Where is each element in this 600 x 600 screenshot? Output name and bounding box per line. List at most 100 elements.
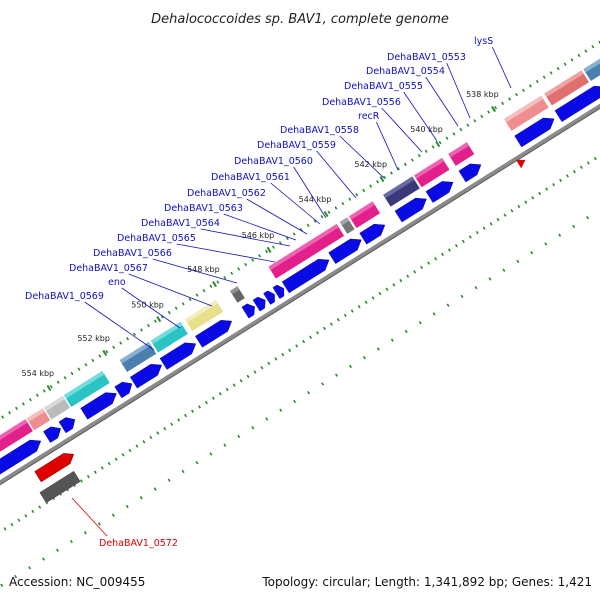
inner-tick-dot — [295, 344, 299, 348]
gene-label[interactable]: DehaBAV1_0559 — [257, 140, 336, 151]
gene-label[interactable]: DehaBAV1_0554 — [366, 66, 445, 77]
tick-label: 546 kbp — [242, 231, 275, 240]
outer-tick-dot — [521, 88, 525, 92]
label-leader-line — [316, 150, 357, 199]
gene-label[interactable]: DehaBAV1_0556 — [322, 97, 401, 108]
outer-tick-dot — [195, 293, 199, 297]
inner-tick-dot — [350, 309, 354, 313]
gene-label[interactable]: DehaBAV1_0553 — [387, 52, 466, 63]
inner-tick-dot — [142, 440, 146, 444]
inner-tick-dot-far — [418, 321, 422, 325]
cds-arrow — [58, 417, 76, 434]
gene-label[interactable]: DehaBAV1_0561 — [211, 172, 290, 183]
outer-tick-dot — [91, 358, 95, 363]
cds-highlight — [414, 157, 445, 179]
cds-arrow — [159, 342, 197, 370]
outer-tick-dot — [285, 236, 289, 241]
tick-label: 550 kbp — [131, 300, 164, 309]
outer-tick-dot — [258, 254, 262, 258]
inner-tick-dot — [86, 474, 90, 479]
inner-tick-dot — [149, 435, 153, 440]
cds-highlight — [349, 201, 375, 220]
cds-highlight — [268, 223, 339, 271]
label-leader-line — [246, 198, 308, 235]
gene-label[interactable]: DehaBAV1_0560 — [234, 156, 313, 167]
outer-tick-dot — [244, 262, 248, 267]
cds-arrow — [458, 163, 482, 183]
inner-tick-dot — [218, 392, 222, 396]
outer-tick-dot — [35, 393, 39, 397]
inner-tick-dot-far — [544, 242, 548, 246]
gene-label[interactable]: DehaBAV1_0562 — [187, 188, 266, 199]
major-tick — [379, 175, 385, 183]
inner-tick-dot-far — [362, 356, 366, 360]
inner-tick-dot — [475, 230, 479, 235]
outer-tick-dot — [376, 180, 380, 184]
cds-segment — [448, 142, 475, 166]
gray-cds-block — [39, 470, 81, 504]
cds-arrow — [241, 303, 255, 319]
cds-highlight — [44, 395, 65, 411]
inner-tick-dot — [79, 479, 83, 483]
inner-tick-dot — [288, 348, 292, 352]
inner-tick-dot-far — [390, 338, 394, 342]
inner-tick-dot-far — [530, 250, 534, 255]
outer-tick-dot — [251, 258, 255, 262]
inner-tick-dot — [447, 248, 451, 252]
cds-arrow — [195, 320, 233, 348]
outer-tick-dot — [237, 267, 241, 271]
tick-label: 544 kbp — [299, 195, 332, 204]
gene-label[interactable]: DehaBAV1_0567 — [69, 263, 148, 274]
inner-tick-dot-far — [139, 496, 143, 500]
gene-label[interactable]: DehaBAV1_0564 — [141, 218, 220, 229]
cds-arrow — [263, 290, 275, 305]
label-leader-line — [84, 301, 155, 351]
cds-arrow — [114, 381, 133, 399]
outer-tick-dot — [306, 223, 310, 228]
outer-tick-dot — [105, 350, 109, 354]
inner-tick-dot — [538, 191, 542, 196]
inner-tick-dot — [385, 287, 389, 291]
outer-tick-dot — [480, 114, 484, 119]
gene-label[interactable]: DehaBAV1_0569 — [25, 291, 104, 302]
outer-tick-dot — [424, 149, 428, 153]
gene-label[interactable]: lysS — [474, 36, 493, 47]
tick-group: 538 kbp 540 kbp 542 kbp 544 kbp 546 kbp 548 k… — [0, 40, 600, 587]
inner-tick-dot — [503, 213, 507, 217]
outer-tick-dot — [501, 101, 505, 106]
footer-topology: Topology: circular; Length: 1,341,892 bp… — [261, 575, 592, 589]
label-leader-line — [492, 46, 512, 89]
gene-label[interactable]: DehaBAV1_0565 — [117, 233, 196, 244]
inner-tick-dot — [232, 383, 236, 387]
inner-tick-dot — [197, 405, 201, 409]
gene-label[interactable]: eno — [108, 277, 126, 288]
gene-label[interactable]: recR — [358, 111, 380, 122]
outer-tick-dot — [570, 58, 574, 62]
cds-segment — [349, 201, 381, 229]
outer-tick-dot — [202, 289, 206, 293]
gene-label[interactable]: DehaBAV1_0563 — [164, 203, 243, 214]
outer-tick-dot — [153, 319, 157, 323]
gene-label[interactable]: DehaBAV1_0572 — [99, 538, 178, 549]
inner-tick-dot — [31, 509, 35, 514]
inner-tick-dot-far — [404, 329, 408, 334]
inner-tick-dot-far — [237, 434, 241, 439]
outer-tick-dot — [549, 71, 553, 75]
inner-tick-dot-far — [279, 408, 283, 412]
tick-label: 552 kbp — [77, 334, 110, 343]
backbone-group — [0, 103, 600, 486]
outer-tick-dot — [320, 214, 324, 219]
gene-label[interactable]: DehaBAV1_0558 — [280, 125, 359, 136]
outer-tick-dot — [230, 271, 234, 275]
cds-highlight — [448, 142, 469, 158]
inner-tick-dot-far — [0, 583, 4, 587]
inner-tick-dot-far — [167, 478, 171, 482]
cds-segment-group — [0, 58, 600, 452]
inner-tick-dot — [163, 426, 167, 431]
gene-label[interactable]: DehaBAV1_0566 — [93, 248, 172, 259]
inner-tick-dot — [302, 339, 306, 344]
gene-label[interactable]: DehaBAV1_0555 — [344, 81, 423, 92]
inner-tick-dot-far — [586, 215, 590, 220]
outer-tick-dot — [265, 249, 268, 254]
cds-segment — [119, 341, 157, 373]
